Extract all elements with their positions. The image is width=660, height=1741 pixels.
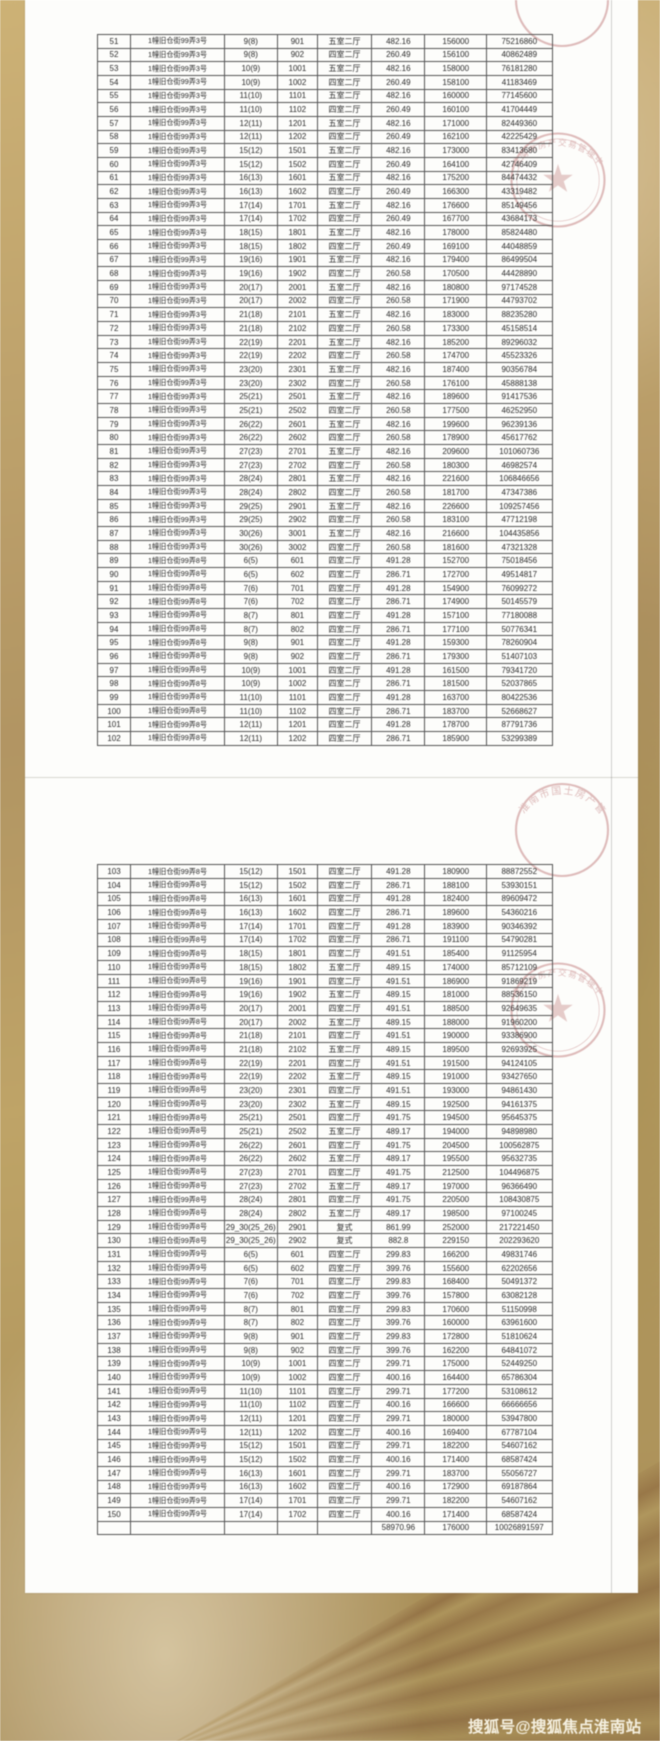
svg-text:淮南市国土房产管理局专用: 淮南市国土房产管理局专用	[506, 780, 609, 817]
